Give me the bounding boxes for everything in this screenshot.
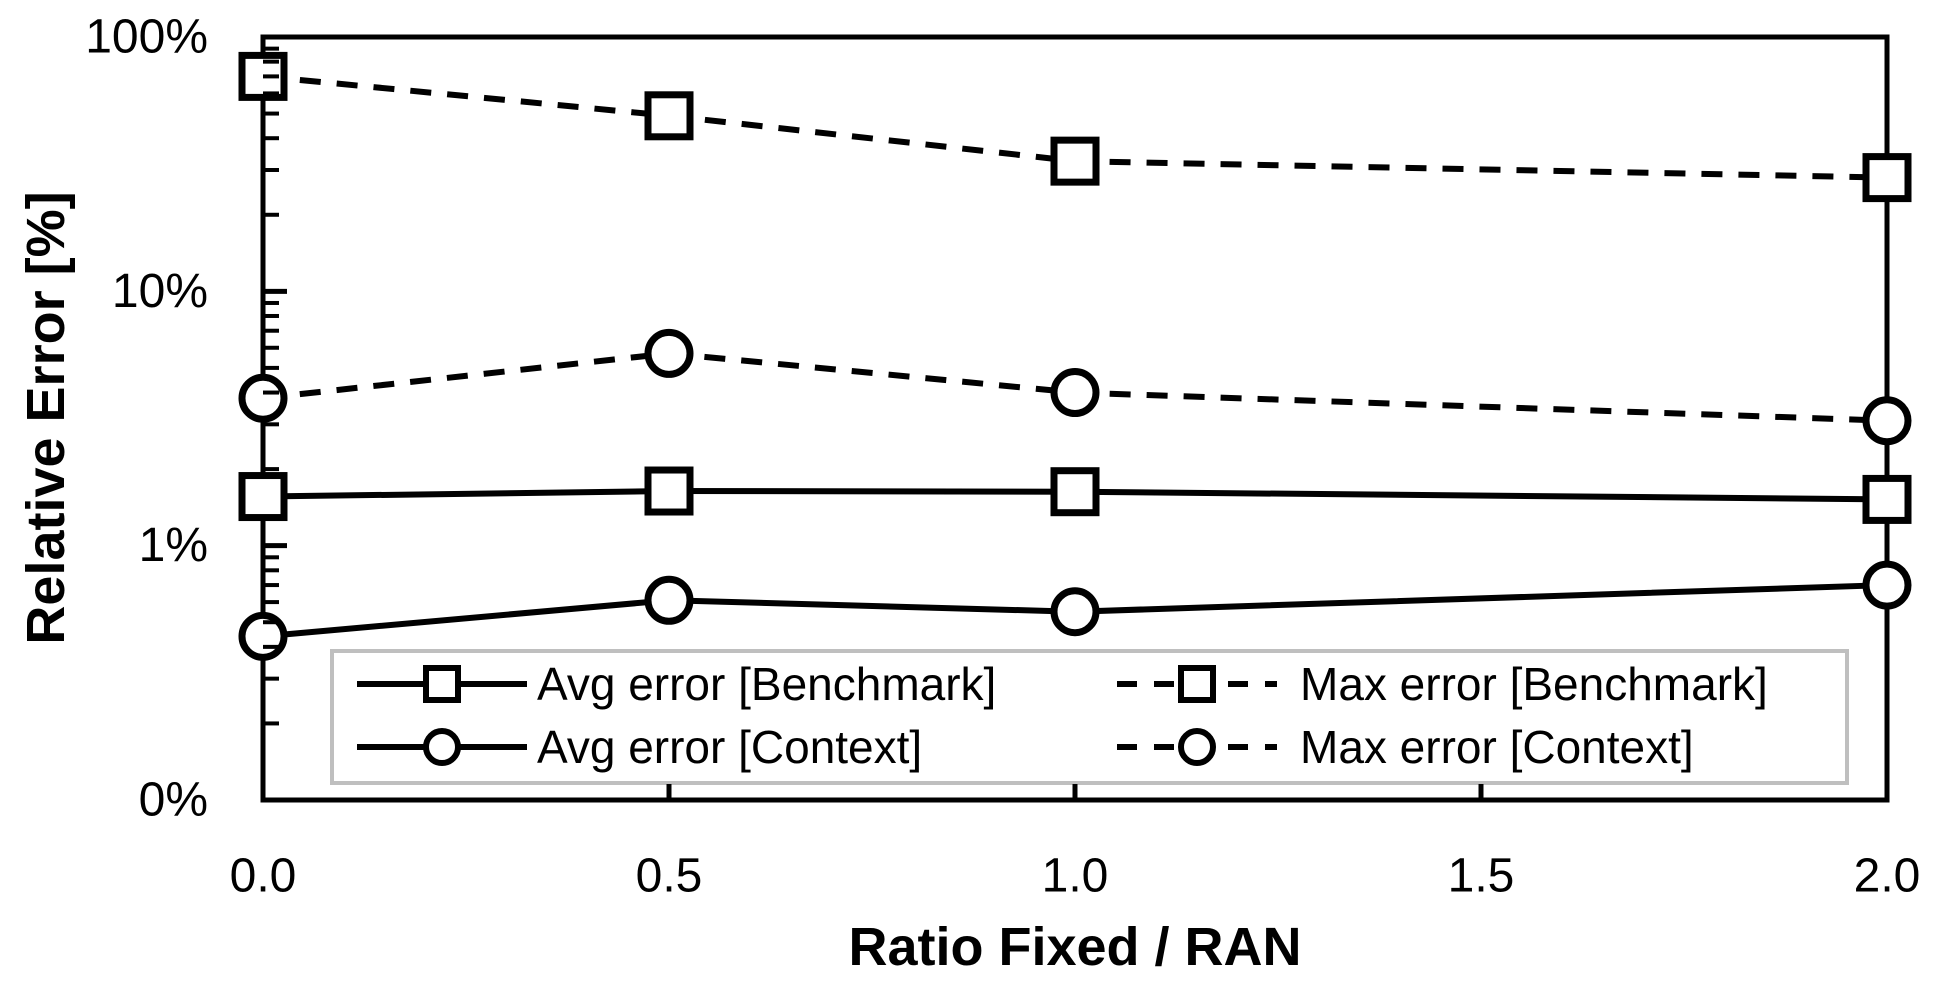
circle-marker xyxy=(423,728,461,766)
x-tick-label: 1.0 xyxy=(1042,850,1109,903)
y-axis-title: Relative Error [%] xyxy=(16,191,76,644)
y-tick-label: 1% xyxy=(139,519,208,572)
x-axis-title: Ratio Fixed / RAN xyxy=(848,917,1301,977)
series-line xyxy=(262,73,1888,181)
circle-marker xyxy=(644,328,694,378)
legend-entry-avg-error-context: Avg error [Context] xyxy=(357,721,922,773)
series-line xyxy=(262,488,1888,503)
circle-marker xyxy=(1178,728,1216,766)
series-line xyxy=(262,582,1888,640)
square-marker xyxy=(644,91,694,141)
legend-label: Max error [Benchmark] xyxy=(1300,658,1768,710)
legend-label: Max error [Context] xyxy=(1300,721,1694,773)
x-tick-label: 1.5 xyxy=(1448,850,1515,903)
legend: Avg error [Benchmark] Avg error [Context]… xyxy=(330,649,1849,785)
square-marker xyxy=(1178,665,1216,703)
series-avg-error-context xyxy=(238,560,1912,661)
circle-marker xyxy=(238,373,288,423)
square-marker xyxy=(1862,153,1912,203)
circle-marker xyxy=(1050,587,1100,637)
series-line xyxy=(262,350,1888,424)
square-marker xyxy=(423,665,461,703)
circle-marker xyxy=(1862,560,1912,610)
legend-label: Avg error [Benchmark] xyxy=(537,658,996,710)
x-axis: 0.0 0.5 1.0 1.5 2.0 xyxy=(230,784,1921,903)
legend-entry-max-error-context: Max error [Context] xyxy=(1117,721,1694,773)
x-tick-label: 0.5 xyxy=(636,850,703,903)
y-tick-label: 100% xyxy=(85,11,208,64)
legend-border xyxy=(330,649,1849,785)
square-marker xyxy=(1050,136,1100,186)
y-tick-label: 0% xyxy=(139,774,208,827)
legend-label: Avg error [Context] xyxy=(537,721,922,773)
y-axis: 100% 10% 1% 0% xyxy=(85,11,287,827)
circle-marker xyxy=(644,575,694,625)
series-avg-error-benchmark xyxy=(238,466,1912,524)
x-tick-label: 2.0 xyxy=(1854,850,1921,903)
series-max-error-context xyxy=(238,328,1912,446)
x-tick-label: 0.0 xyxy=(230,850,297,903)
square-marker xyxy=(238,472,288,522)
legend-entry-avg-error-benchmark: Avg error [Benchmark] xyxy=(357,658,996,710)
y-tick-label: 10% xyxy=(112,265,208,318)
square-marker xyxy=(644,466,694,516)
square-marker xyxy=(1050,467,1100,517)
square-marker xyxy=(1862,474,1912,524)
legend-entry-max-error-benchmark: Max error [Benchmark] xyxy=(1117,658,1768,710)
circle-marker xyxy=(1050,368,1100,418)
circle-marker xyxy=(1862,396,1912,446)
